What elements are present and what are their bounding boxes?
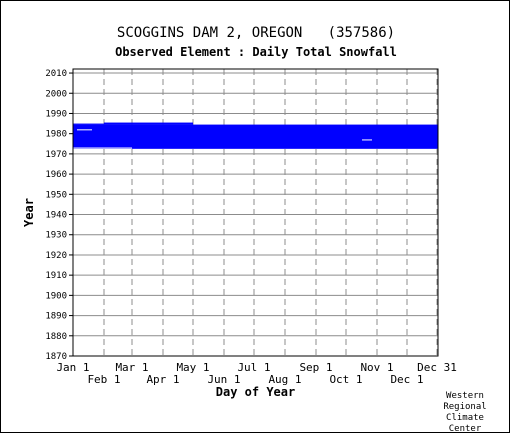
x-tick-label: Apr 1	[146, 373, 179, 386]
y-tick-label: 2010	[45, 69, 67, 79]
x-tick-label: Jul 1	[237, 361, 270, 374]
missing-data-gap	[362, 139, 372, 141]
credit-line: Climate	[446, 413, 484, 423]
credit-block: Western Regional Climate Center	[435, 391, 495, 433]
credit-line: Center	[448, 424, 482, 433]
x-tick-label: Nov 1	[360, 361, 393, 374]
x-tick-label: Mar 1	[115, 361, 148, 374]
y-axis-label: Year	[22, 198, 36, 227]
missing-data-gap	[73, 147, 132, 149]
y-tick-label: 1980	[45, 130, 67, 140]
x-tick-label: Dec 1	[390, 373, 423, 386]
plot-border	[72, 68, 439, 357]
y-tick-label: 1930	[45, 231, 67, 241]
x-tick-label: Feb 1	[87, 373, 120, 386]
x-tick-label: Dec 31	[417, 361, 457, 374]
chart-subtitle: Observed Element : Daily Total Snowfall	[115, 45, 397, 59]
x-tick-label: Jun 1	[207, 373, 240, 386]
y-tick-label: 1920	[45, 251, 67, 261]
chart-title: SCOGGINS DAM 2, OREGON (357586)	[116, 25, 396, 41]
y-tick-label: 1950	[45, 190, 67, 200]
x-tick-label: May 1	[176, 361, 209, 374]
snowfall-record-range	[73, 123, 104, 125]
y-tick-label: 1890	[45, 312, 67, 322]
y-tick-label: 1870	[45, 352, 67, 362]
credit-line: Regional	[443, 402, 487, 412]
x-tick-label: Jan 1	[56, 361, 89, 374]
y-tick-label: 1900	[45, 291, 67, 301]
x-tick-label: Oct 1	[329, 373, 362, 386]
x-tick-label: Sep 1	[299, 361, 332, 374]
y-tick-label: 2000	[45, 89, 67, 99]
y-tick-label: 1940	[45, 211, 67, 221]
y-tick-label: 1990	[45, 109, 67, 119]
y-tick-label: 1970	[45, 150, 67, 160]
y-tick-label: 1960	[45, 170, 67, 180]
credit-line: Western	[446, 391, 484, 401]
missing-data-gap	[77, 129, 92, 131]
snowfall-record-range	[73, 124, 438, 149]
x-tick-label: Aug 1	[268, 373, 301, 386]
snowfall-record-range	[104, 122, 193, 125]
y-tick-label: 1880	[45, 332, 67, 342]
x-axis-label: Day of Year	[216, 385, 295, 399]
y-tick-label: 1910	[45, 271, 67, 281]
